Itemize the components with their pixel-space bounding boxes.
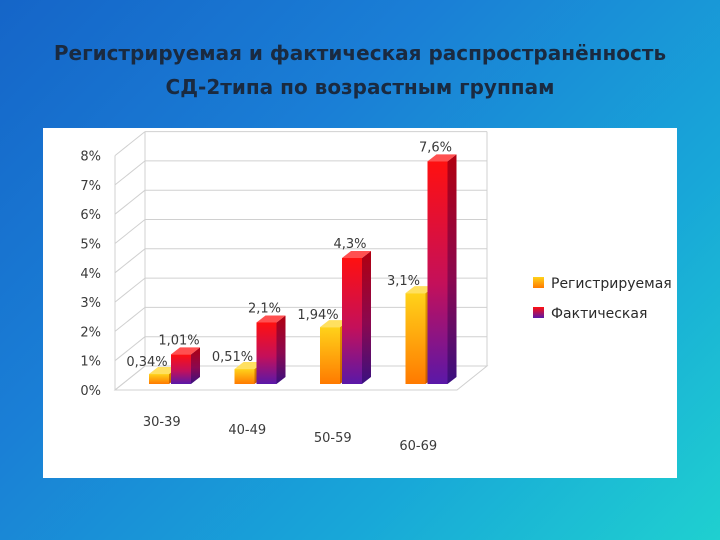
data-label: 4,3%: [333, 237, 366, 252]
bars-layer: [149, 154, 457, 384]
data-label: 1,01%: [158, 333, 199, 348]
data-label: 0,34%: [126, 355, 167, 370]
legend-layer: Регистрируемая Фактическая: [533, 276, 672, 322]
x-tick-label: 60-69: [399, 439, 437, 454]
legend-label: Фактическая: [551, 306, 647, 322]
chart-panel: 0% 1% 2% 3% 4% 5% 6% 7% 8% 30-39 0,34% 1,01% 40-49 0,…: [43, 128, 677, 478]
chart-title-line2: СД-2типа по возрастным группам: [165, 75, 555, 99]
y-tick-label: 6%: [80, 208, 101, 223]
legend-label: Регистрируемая: [551, 276, 672, 292]
data-label: 2,1%: [248, 301, 281, 316]
y-tick-label: 2%: [80, 325, 101, 340]
y-tick-label: 7%: [80, 179, 101, 194]
bar-actual-50-59: [342, 251, 371, 384]
bar-chart: 0% 1% 2% 3% 4% 5% 6% 7% 8% 30-39 0,34% 1,01% 40-49 0,…: [80, 131, 672, 454]
y-tick-label: 0%: [80, 384, 101, 399]
y-tick-label: 8%: [80, 150, 101, 165]
legend-swatch: [533, 307, 544, 318]
data-label: 0,51%: [212, 350, 253, 365]
labels-layer: 0% 1% 2% 3% 4% 5% 6% 7% 8% 30-39 0,34% 1,01% 40-49 0,…: [80, 140, 452, 454]
y-tick-label: 5%: [80, 238, 101, 253]
data-label: 7,6%: [419, 140, 452, 155]
x-tick-label: 50-59: [314, 431, 352, 446]
bar-actual-60-69: [427, 154, 457, 384]
chart-title-line1: Регистрируемая и фактическая распростран…: [53, 41, 667, 65]
bar-actual-30-39: [171, 347, 200, 384]
x-tick-label: 30-39: [143, 415, 181, 430]
x-tick-label: 40-49: [228, 423, 266, 438]
y-tick-label: 4%: [80, 267, 101, 282]
legend-swatch: [533, 277, 544, 288]
y-tick-label: 1%: [80, 355, 101, 370]
chart-title: Регистрируемая и фактическая распростран…: [20, 36, 700, 104]
data-label: 3,1%: [387, 274, 420, 289]
y-tick-label: 3%: [80, 296, 101, 311]
bar-actual-40-49: [256, 315, 286, 384]
data-label: 1,94%: [297, 308, 338, 323]
